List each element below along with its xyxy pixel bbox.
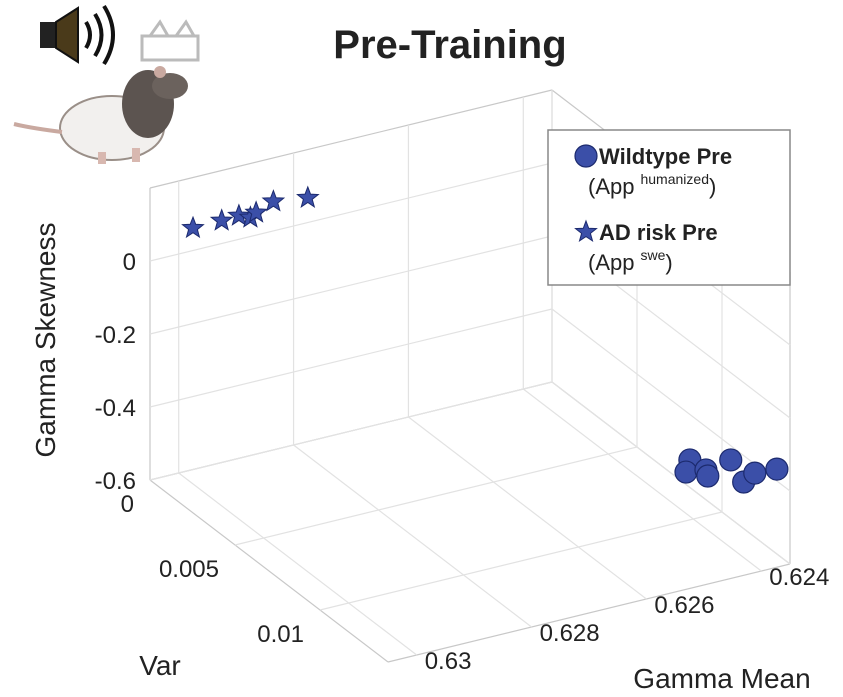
legend-note-part: humanized bbox=[640, 171, 709, 187]
grid-line bbox=[149, 308, 553, 408]
y-axis-title: Var bbox=[139, 650, 181, 681]
circle-point bbox=[765, 457, 789, 481]
speaker-icon bbox=[40, 4, 115, 66]
legend-note-part: swe bbox=[640, 247, 665, 263]
circle-point bbox=[574, 144, 598, 168]
y-tick-label: 0.005 bbox=[159, 556, 219, 583]
apparatus-icon bbox=[140, 19, 200, 62]
grid-line bbox=[149, 381, 553, 481]
grid-line bbox=[551, 381, 791, 565]
z-tick-label: 0 bbox=[123, 249, 136, 276]
legend-label: AD risk Pre bbox=[599, 220, 718, 245]
grid-line bbox=[522, 388, 762, 572]
legend-note: (App swe) bbox=[588, 247, 673, 275]
z-tick-label: -0.6 bbox=[95, 468, 136, 495]
z-tick-label: -0.2 bbox=[95, 322, 136, 349]
points bbox=[181, 185, 789, 494]
legend-note: (App humanized) bbox=[588, 171, 716, 199]
legend-note-part: (App bbox=[588, 174, 634, 199]
grid-line bbox=[149, 235, 553, 335]
legend-label: Wildtype Pre bbox=[599, 144, 732, 169]
x-axis-title: Gamma Mean bbox=[633, 663, 810, 694]
z-tick-label: -0.4 bbox=[95, 395, 136, 422]
x-tick-label: 0.628 bbox=[540, 620, 600, 647]
z-axis-title: Gamma Skewness bbox=[30, 223, 61, 458]
star-point bbox=[244, 200, 268, 223]
circle-point bbox=[674, 460, 698, 484]
circle-point bbox=[696, 464, 720, 488]
grid-line bbox=[234, 446, 638, 546]
star-point bbox=[296, 185, 320, 208]
box-edge bbox=[149, 89, 553, 189]
grid-line bbox=[408, 416, 647, 600]
star-point bbox=[209, 208, 234, 231]
legend-note-part: ) bbox=[665, 250, 672, 275]
legend: Wildtype Pre(App humanized)AD risk Pre(Ap… bbox=[547, 129, 791, 286]
rat-image bbox=[13, 66, 188, 164]
star-point bbox=[227, 203, 251, 226]
star-point bbox=[181, 215, 205, 239]
legend-note-part: (App bbox=[588, 250, 634, 275]
grid-line bbox=[149, 162, 553, 262]
x-tick-label: 0.626 bbox=[654, 592, 714, 619]
box-edge bbox=[149, 479, 389, 663]
chart-title: Pre-Training bbox=[333, 23, 566, 67]
grid-line bbox=[293, 444, 532, 628]
grid-line bbox=[551, 308, 791, 492]
star-point bbox=[261, 189, 286, 212]
y-tick-label: 0 bbox=[121, 491, 134, 518]
x-tick-label: 0.624 bbox=[769, 564, 829, 591]
box-edge bbox=[387, 563, 791, 663]
y-tick-label: 0.01 bbox=[257, 621, 304, 648]
x-tick-label: 0.63 bbox=[425, 648, 472, 675]
circle-point bbox=[743, 461, 767, 485]
legend-note-part: ) bbox=[709, 174, 716, 199]
circle-point bbox=[719, 448, 743, 472]
grid-line bbox=[178, 472, 418, 656]
grid-line bbox=[319, 511, 723, 611]
star-point bbox=[574, 219, 598, 243]
